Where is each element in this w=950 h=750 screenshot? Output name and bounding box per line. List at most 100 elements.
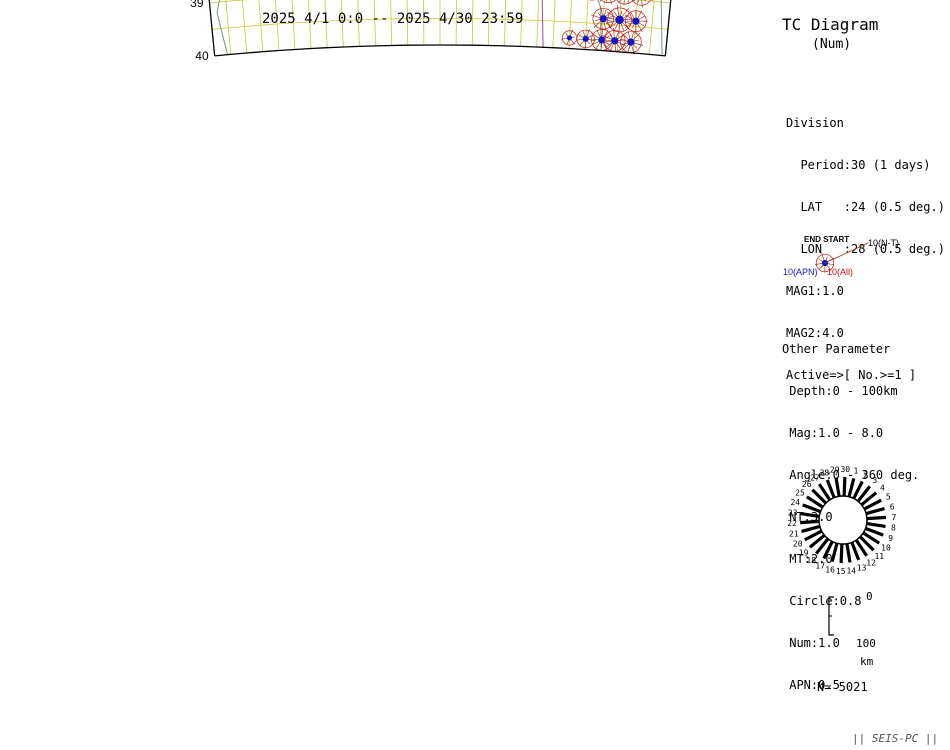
wheel-day-label: 18 xyxy=(806,556,816,565)
coastline-layer xyxy=(216,0,663,56)
tc-ray xyxy=(637,0,640,3)
tc-all-circle xyxy=(600,0,616,4)
meridian-line xyxy=(536,0,540,48)
tc-cell xyxy=(619,30,644,55)
coastline xyxy=(216,0,228,55)
wheel-spoke xyxy=(825,479,836,499)
division-mag2: MAG2:4.0 xyxy=(786,326,844,340)
wheel-day-label: 16 xyxy=(825,565,835,574)
tc-cell xyxy=(590,6,615,31)
period-title: 2025 4/1 0:0 -- 2025 4/30 23:59 xyxy=(262,11,524,27)
wheel-spoke xyxy=(863,498,882,511)
other-heading: Other Parameter xyxy=(782,342,891,356)
wheel-day-label: 10 xyxy=(881,544,891,553)
tc-diagram-markers xyxy=(561,0,653,55)
division-period: Period:30 (1 days) xyxy=(786,158,931,172)
wheel-inner-ring xyxy=(818,495,868,545)
wheel-spoke xyxy=(865,507,885,516)
depth-scale: 0 100 km xyxy=(828,590,876,668)
wheel-spoke xyxy=(801,524,821,533)
event-count: N= 5021 xyxy=(817,680,868,694)
wheel-day-label: 23 xyxy=(788,508,798,517)
tc-apn-dot xyxy=(611,37,619,45)
credit-footer: || SEIS-PC || xyxy=(852,732,939,745)
tc-all-circle xyxy=(625,10,647,32)
wheel-spoke xyxy=(852,480,864,500)
wheel-spoke xyxy=(842,476,847,497)
wheel-spoke xyxy=(800,512,820,518)
tc-cell xyxy=(590,28,615,52)
other-nt: NT:3.0 xyxy=(782,510,833,524)
tc-ray xyxy=(599,0,602,2)
division-heading: Division xyxy=(786,116,844,130)
meridian-line xyxy=(208,0,216,56)
wheel-day-label: 3 xyxy=(872,476,877,485)
tc-cell xyxy=(606,5,635,34)
wheel-day-label: 28 xyxy=(820,469,830,478)
wheel-day-label: 20 xyxy=(793,540,803,549)
wheel-spoke xyxy=(856,485,872,503)
wheel-spoke xyxy=(850,541,861,561)
division-lat: LAT :24 (0.5 deg.) xyxy=(786,200,945,214)
wheel-day-label: 24 xyxy=(790,498,800,507)
other-angle: Angle:0 - 360 deg. xyxy=(782,468,920,482)
legend-apn: 10(APN) xyxy=(783,267,818,277)
other-depth: Depth:0 - 100km xyxy=(782,384,898,398)
meridian-line xyxy=(520,0,523,47)
meridian-line xyxy=(664,0,672,56)
tc-all-circle xyxy=(631,0,651,6)
tc-cell xyxy=(561,29,578,46)
scale-unit: km xyxy=(860,655,874,668)
wheel-spoke xyxy=(862,531,881,545)
wheel-day-label: 7 xyxy=(891,513,896,522)
wheel-spoke xyxy=(845,543,852,563)
tc-ray xyxy=(644,0,647,2)
wheel-day-label: 30 xyxy=(840,465,850,474)
wheel-spoke xyxy=(814,537,830,555)
wheel-spoke xyxy=(817,483,832,501)
scale-top: 0 xyxy=(866,590,873,603)
wheel-day-label: 25 xyxy=(795,489,805,498)
wheel-day-label: 12 xyxy=(866,559,876,568)
wheel-day-label: 19 xyxy=(799,548,809,557)
tc-ray xyxy=(618,0,621,3)
wheel-spoke xyxy=(854,539,869,557)
tc-ray xyxy=(627,0,630,3)
axis-labels: 2829303132333435363738394012812913013113… xyxy=(190,0,209,63)
tc-apn-dot xyxy=(615,15,624,25)
wheel-day-label: 29 xyxy=(830,466,840,475)
lat-label: 40 xyxy=(195,49,209,63)
marker-legend: END START 10(N-T) 10(APN) 10(All) xyxy=(783,235,899,277)
wheel-day-label: 26 xyxy=(802,480,812,489)
diagram-subtitle: (Num) xyxy=(812,37,852,52)
legend-nt-pointer xyxy=(824,242,869,264)
tc-all-circle xyxy=(576,29,595,49)
wheel-spoke xyxy=(805,495,824,509)
wheel-spoke xyxy=(834,477,841,497)
wheel-spoke xyxy=(811,488,828,505)
wheel-spoke xyxy=(808,533,826,549)
tc-cell xyxy=(616,0,636,6)
tc-ray xyxy=(641,0,643,8)
wheel-day-label: 4 xyxy=(880,484,885,493)
legend-end-start: END START xyxy=(804,235,849,244)
other-parameter-panel: Other Parameter Depth:0 - 100km Mag:1.0 … xyxy=(782,314,919,706)
graticule-grid xyxy=(209,0,671,55)
wheel-spoke xyxy=(799,519,820,525)
map-frame xyxy=(208,0,672,57)
wheel-spoke xyxy=(830,542,839,563)
tc-apn-dot xyxy=(582,35,589,42)
tc-all-circle xyxy=(616,0,634,5)
other-num: Num:1.0 xyxy=(782,636,840,650)
other-mt: MT:2.0 xyxy=(782,552,833,566)
wheel-day-label: 22 xyxy=(787,519,797,528)
wheel-day-label: 2 xyxy=(863,470,868,479)
wheel-spoke xyxy=(866,515,887,521)
wheel-spoke xyxy=(839,543,844,564)
wheel-spoke xyxy=(802,503,822,514)
other-apn: APN:0.5 xyxy=(782,678,840,692)
tc-cell xyxy=(630,0,653,8)
wheel-day-label: 13 xyxy=(857,564,867,573)
wheel-day-label: 5 xyxy=(886,493,891,502)
